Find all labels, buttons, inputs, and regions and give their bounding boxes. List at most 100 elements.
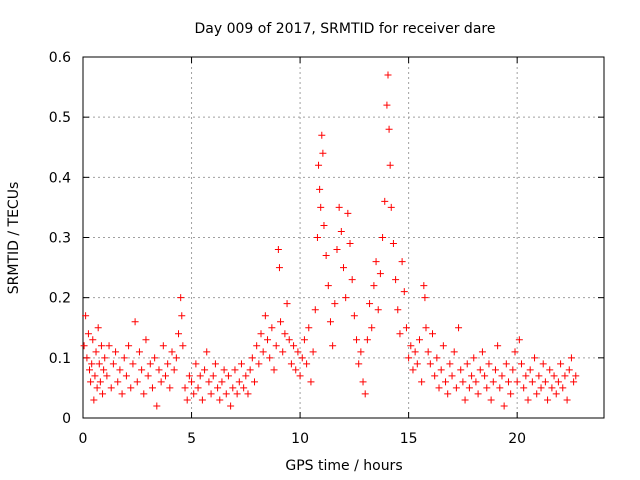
data-point <box>470 354 478 362</box>
data-point <box>233 390 241 398</box>
data-point <box>100 366 108 374</box>
data-point <box>229 384 237 392</box>
data-point <box>94 324 102 332</box>
data-point <box>253 342 261 350</box>
data-point <box>318 131 326 139</box>
data-point <box>491 366 499 374</box>
data-point <box>164 360 172 368</box>
data-point <box>513 378 521 386</box>
y-tick-label: 0.2 <box>49 291 71 307</box>
y-axis-label: SRMTID / TECUs <box>6 182 22 295</box>
data-point <box>402 324 410 332</box>
data-point <box>515 336 523 344</box>
data-point <box>198 396 206 404</box>
data-point <box>483 384 491 392</box>
data-point <box>317 203 325 211</box>
data-point <box>231 366 239 374</box>
data-point <box>159 342 167 350</box>
data-point <box>250 378 258 386</box>
data-point <box>554 378 562 386</box>
data-point <box>474 390 482 398</box>
data-point <box>90 396 98 404</box>
data-point <box>84 330 92 338</box>
data-point <box>178 312 186 320</box>
data-point <box>275 264 283 272</box>
data-point <box>376 270 384 278</box>
data-point <box>107 384 115 392</box>
data-point <box>320 221 328 229</box>
data-point <box>442 378 450 386</box>
data-point <box>114 378 122 386</box>
data-point <box>237 360 245 368</box>
data-point <box>361 390 369 398</box>
data-point <box>394 306 402 314</box>
data-point <box>122 372 130 380</box>
data-point <box>437 366 445 374</box>
data-point <box>82 312 90 320</box>
data-point <box>520 384 528 392</box>
data-point <box>386 161 394 169</box>
data-point <box>112 348 120 356</box>
data-point <box>421 294 429 302</box>
data-point <box>522 372 530 380</box>
data-point <box>383 101 391 109</box>
data-point <box>120 354 128 362</box>
data-point <box>207 390 215 398</box>
data-point <box>92 348 100 356</box>
data-point <box>218 378 226 386</box>
data-point <box>457 366 465 374</box>
data-point <box>372 258 380 266</box>
data-point <box>216 396 224 404</box>
data-point <box>129 360 137 368</box>
data-point <box>424 348 432 356</box>
data-point <box>472 378 480 386</box>
data-point <box>170 366 178 374</box>
data-point <box>407 342 415 350</box>
data-point <box>214 384 222 392</box>
data-point <box>494 342 502 350</box>
data-point <box>172 354 180 362</box>
data-point <box>305 324 313 332</box>
data-point <box>481 372 489 380</box>
data-point <box>259 348 267 356</box>
data-point <box>374 306 382 314</box>
data-point <box>316 185 324 193</box>
data-point <box>261 312 269 320</box>
data-point <box>135 348 143 356</box>
data-point <box>281 330 289 338</box>
data-point <box>455 324 463 332</box>
y-tick-label: 0 <box>62 411 71 427</box>
data-point <box>448 372 456 380</box>
data-point <box>548 384 556 392</box>
data-point <box>346 240 354 248</box>
data-point <box>248 354 256 362</box>
data-point <box>97 342 105 350</box>
data-point <box>389 240 397 248</box>
data-point <box>166 384 174 392</box>
data-point <box>131 318 139 326</box>
data-point <box>539 360 547 368</box>
data-point <box>179 342 187 350</box>
data-point <box>246 366 254 374</box>
data-point <box>552 390 560 398</box>
y-tick-label: 0.5 <box>49 110 71 126</box>
data-point <box>309 348 317 356</box>
data-point <box>444 390 452 398</box>
data-point <box>277 318 285 326</box>
data-point <box>138 366 146 374</box>
data-point <box>188 378 196 386</box>
data-point <box>544 396 552 404</box>
data-point <box>311 306 319 314</box>
data-point <box>144 372 152 380</box>
x-tick-label: 0 <box>79 431 88 447</box>
data-point <box>452 384 460 392</box>
data-point <box>205 378 213 386</box>
data-point <box>489 378 497 386</box>
data-point <box>224 372 232 380</box>
data-point <box>561 372 569 380</box>
data-point <box>535 372 543 380</box>
data-point <box>89 336 97 344</box>
data-point <box>398 258 406 266</box>
data-point <box>487 396 495 404</box>
x-tick-label: 10 <box>291 431 309 447</box>
